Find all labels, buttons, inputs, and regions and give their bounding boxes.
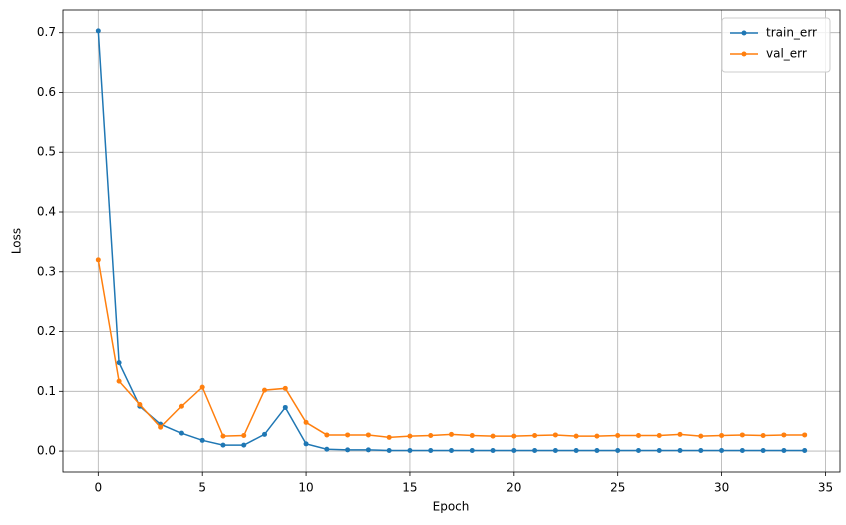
data-point (303, 441, 309, 447)
y-tick-label: 0.1 (37, 384, 56, 398)
y-tick-label: 0.7 (37, 25, 56, 39)
data-point (635, 433, 641, 439)
x-tick-label: 0 (94, 481, 102, 495)
data-point (802, 447, 808, 453)
data-point (552, 447, 558, 453)
data-point (573, 433, 579, 439)
data-point (282, 404, 288, 410)
x-tick-label: 25 (610, 481, 625, 495)
data-point (532, 447, 538, 453)
data-point (95, 257, 101, 263)
data-point (677, 431, 683, 437)
y-tick-label: 0.4 (37, 205, 56, 219)
data-point (656, 447, 662, 453)
data-point (116, 360, 122, 366)
data-point (490, 447, 496, 453)
data-point (781, 432, 787, 438)
data-point (303, 419, 309, 425)
data-point (802, 432, 808, 438)
data-point (137, 401, 143, 407)
data-point (262, 387, 268, 393)
series-line (97, 259, 805, 439)
data-point (449, 447, 454, 453)
legend-box (721, 17, 831, 73)
data-point (365, 447, 371, 453)
data-point (719, 447, 725, 453)
data-point (532, 433, 538, 439)
data-point (615, 433, 621, 439)
data-point (241, 442, 247, 448)
data-point (428, 447, 434, 453)
data-point (739, 447, 745, 453)
data-point (635, 447, 641, 453)
data-point (178, 403, 184, 409)
y-axis-label: Loss (10, 228, 24, 254)
data-point (760, 433, 766, 439)
legend-label: train_err (766, 26, 817, 40)
data-point (511, 447, 517, 453)
data-point (407, 433, 413, 439)
data-point (698, 433, 704, 439)
data-point (511, 433, 517, 439)
data-point (324, 432, 330, 438)
data-point (199, 437, 205, 443)
x-tick-label: 15 (402, 481, 417, 495)
x-tick-label: 20 (506, 481, 521, 495)
y-tick-label: 0.3 (37, 264, 56, 278)
data-point (345, 447, 351, 453)
data-point (594, 447, 600, 453)
data-point (719, 433, 725, 439)
legend-marker (741, 51, 747, 57)
data-point (241, 433, 247, 439)
data-point (220, 433, 226, 439)
data-point (573, 447, 579, 453)
data-point (407, 447, 413, 453)
data-point (615, 447, 621, 453)
x-axis-label: Epoch (433, 500, 470, 514)
y-tick-label: 0.5 (37, 145, 56, 159)
data-point (594, 433, 600, 439)
data-point (760, 447, 766, 453)
data-point (199, 384, 205, 390)
data-point (386, 447, 392, 453)
data-point (698, 447, 704, 453)
data-point (220, 442, 226, 448)
x-tick-label: 35 (818, 481, 833, 495)
data-point (469, 433, 475, 439)
data-point (552, 432, 558, 438)
data-point (428, 433, 434, 439)
y-tick-label: 0.0 (37, 444, 56, 458)
data-point (449, 431, 454, 437)
legend-label: val_err (766, 47, 807, 61)
data-point (95, 28, 101, 34)
data-point (178, 430, 184, 436)
data-point (739, 432, 745, 438)
data-point (324, 446, 330, 452)
data-point (365, 432, 371, 438)
data-point (282, 385, 288, 391)
data-point (345, 432, 351, 438)
data-point (677, 447, 683, 453)
x-tick-label: 10 (298, 481, 313, 495)
data-point (490, 433, 496, 439)
data-point (158, 424, 164, 430)
plot-frame (62, 9, 841, 473)
y-tick-label: 0.6 (37, 85, 56, 99)
x-tick-label: 5 (198, 481, 206, 495)
data-point (116, 378, 122, 384)
data-point (469, 447, 475, 453)
data-point (386, 434, 392, 440)
legend-marker (741, 30, 747, 36)
data-point (656, 433, 662, 439)
y-tick-label: 0.2 (37, 324, 56, 338)
data-point (781, 447, 787, 453)
data-point (262, 431, 268, 437)
x-tick-label: 30 (714, 481, 729, 495)
